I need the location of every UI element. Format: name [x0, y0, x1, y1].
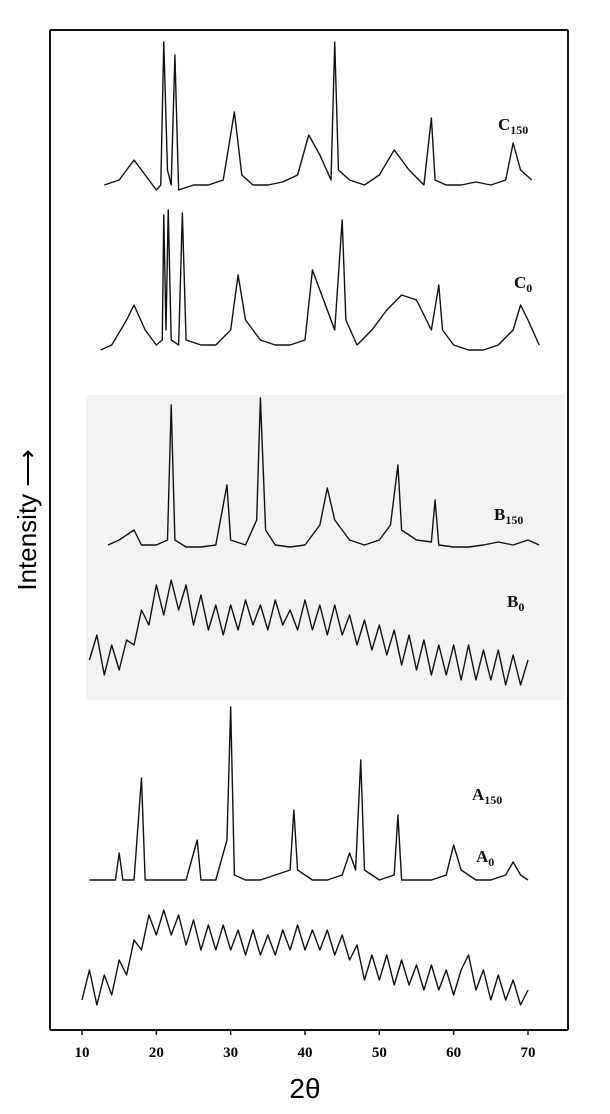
x-tick-label: 50	[372, 1045, 387, 1061]
x-axis-title: 2θ	[289, 1073, 320, 1104]
x-tick-label: 20	[149, 1045, 164, 1061]
xrd-trace	[88, 579, 529, 686]
panel-background	[86, 395, 564, 700]
series-label: A150	[472, 785, 502, 807]
x-tick-label: 10	[75, 1045, 90, 1061]
x-tick-label: 70	[521, 1045, 536, 1061]
xrd-trace	[89, 706, 529, 881]
series-label: B0	[507, 592, 524, 614]
series-label: B150	[494, 505, 523, 527]
xrd-trace	[104, 41, 533, 191]
x-tick-label: 40	[298, 1045, 313, 1061]
series-label: C150	[498, 115, 528, 137]
xrd-trace	[100, 209, 540, 351]
series-label: C0	[514, 273, 532, 295]
xrd-trace	[81, 909, 529, 1006]
y-axis-title: Intensity ⟶	[12, 449, 42, 590]
x-tick-label: 30	[223, 1045, 238, 1061]
x-tick-label: 60	[446, 1045, 461, 1061]
series-label: A0	[476, 847, 494, 869]
xrd-trace	[107, 397, 540, 548]
